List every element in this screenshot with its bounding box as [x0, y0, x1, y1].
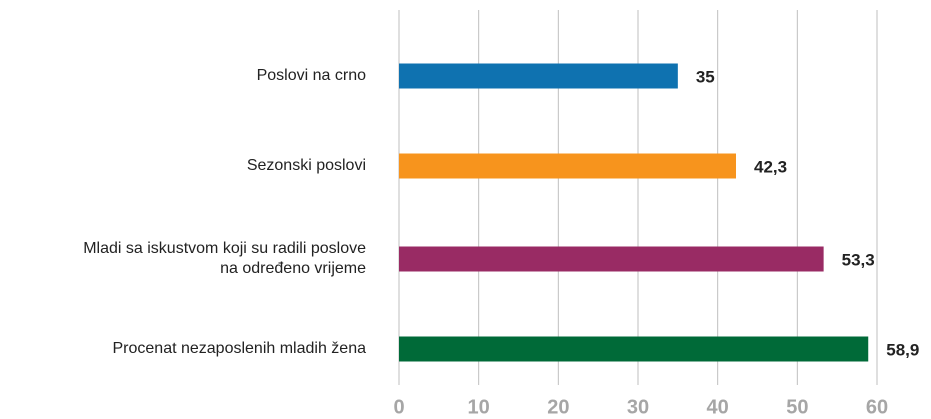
- bar: [399, 336, 869, 362]
- category-label: Mladi sa iskustvom koji su radili poslov…: [83, 240, 366, 277]
- bar: [399, 246, 824, 272]
- x-tick-label: 60: [866, 396, 888, 418]
- x-tick-label: 0: [393, 396, 404, 418]
- value-label: 58,9: [886, 340, 919, 359]
- category-label: Sezonski poslovi: [246, 157, 366, 174]
- x-tick-label: 10: [468, 396, 490, 418]
- category-label: Procenat nezaposlenih mladih žena: [112, 340, 367, 357]
- category-label: Poslovi na crno: [256, 67, 366, 84]
- x-tick-label: 20: [547, 396, 569, 418]
- x-tick-label: 50: [786, 396, 808, 418]
- x-tick-label: 30: [627, 396, 649, 418]
- value-label: 35: [696, 67, 715, 86]
- bar: [399, 63, 678, 89]
- value-label: 42,3: [754, 157, 787, 176]
- bar: [399, 153, 736, 179]
- x-tick-label: 40: [707, 396, 729, 418]
- value-label: 53,3: [842, 250, 875, 269]
